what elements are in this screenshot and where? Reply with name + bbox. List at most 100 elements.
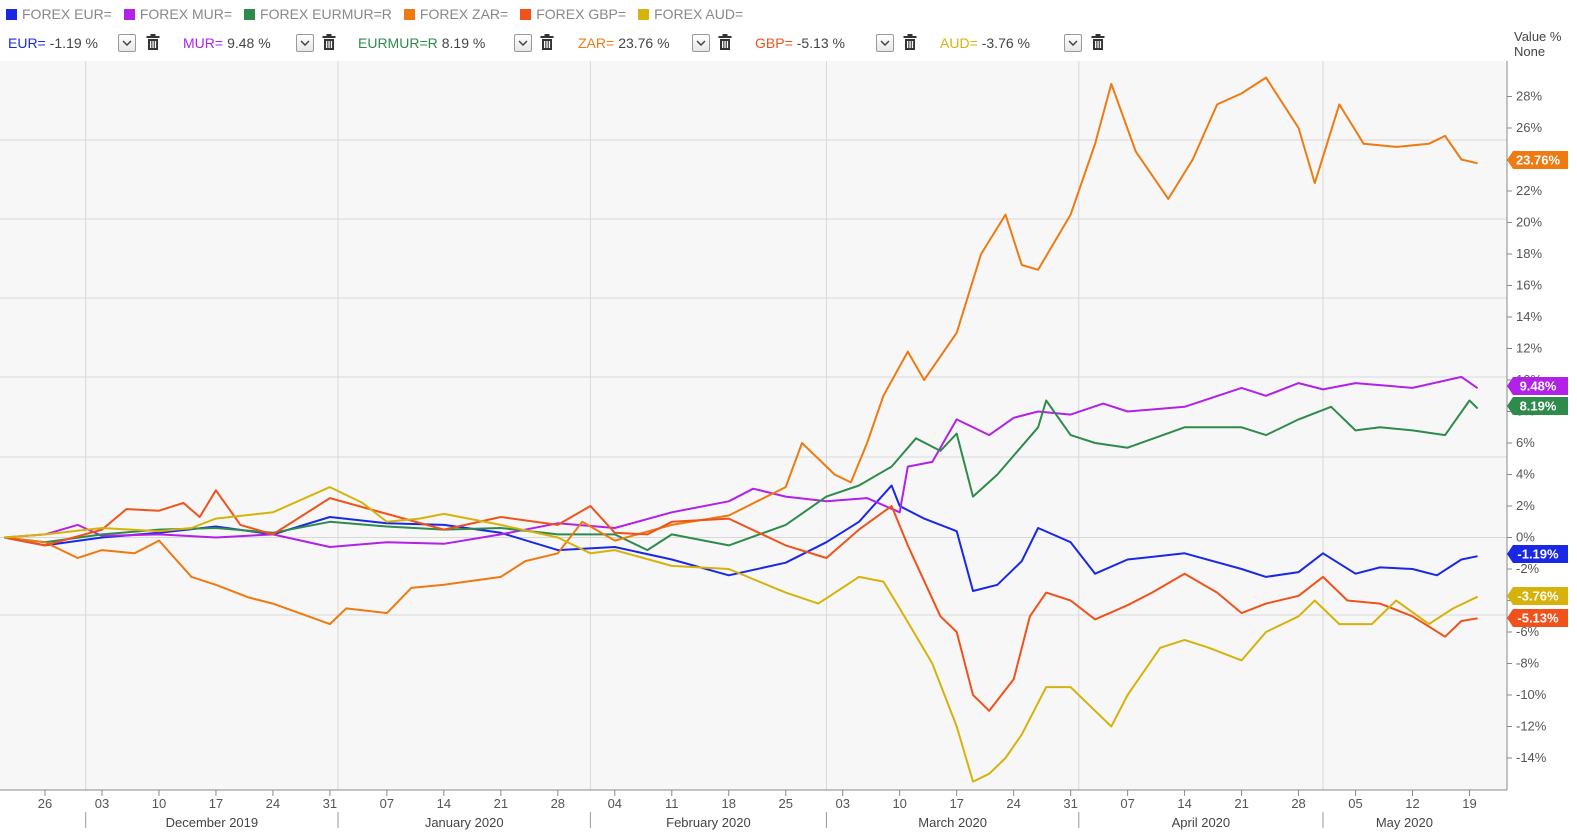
- legend-swatch-icon: [6, 8, 17, 20]
- chevron-down-icon: [696, 40, 706, 46]
- series-delete-button[interactable]: [1091, 33, 1105, 51]
- legend-item-1[interactable]: FOREX MUR=: [123, 6, 232, 22]
- trash-icon: [718, 34, 732, 50]
- date-tick-label: 14: [1177, 796, 1191, 811]
- series-dropdown-button[interactable]: [296, 34, 314, 52]
- end-value-badge: -1.19%: [1507, 545, 1568, 563]
- date-tick-label: 04: [608, 796, 622, 811]
- end-value-flag: [1507, 587, 1568, 605]
- end-value-flag: [1507, 545, 1568, 563]
- legend-item-3[interactable]: FOREX ZAR=: [403, 6, 508, 22]
- value-tick-label: 22%: [1516, 183, 1542, 198]
- end-value-label: 23.76%: [1516, 153, 1561, 168]
- series-delete-button[interactable]: [718, 33, 732, 51]
- month-label: April 2020: [1172, 815, 1231, 830]
- month-label: May 2020: [1376, 815, 1433, 830]
- series-line-zar-: [4, 76, 1478, 626]
- legend-label: FOREX GBP=: [536, 6, 627, 22]
- series-change-value: -1.19 %: [49, 35, 98, 51]
- series-line-mur-: [4, 375, 1479, 548]
- legend-swatch-icon: [123, 8, 135, 20]
- series-delete-button[interactable]: [322, 33, 336, 51]
- date-tick-label: 28: [1291, 796, 1305, 811]
- series-delete-button[interactable]: [903, 33, 917, 51]
- series-change-value: 8.19 %: [441, 35, 486, 51]
- end-value-label: -3.76%: [1517, 589, 1559, 604]
- value-tick-label: -10%: [1516, 687, 1547, 702]
- value-axis-mode: None: [1514, 44, 1546, 59]
- series-change-value: -5.13 %: [796, 35, 845, 51]
- value-tick-label: -6%: [1516, 624, 1540, 639]
- series-dropdown-button[interactable]: [876, 34, 894, 52]
- end-value-flag: [1507, 377, 1568, 395]
- date-tick-label: 24: [1006, 796, 1020, 811]
- series-dropdown-button[interactable]: [1064, 34, 1082, 52]
- value-tick-label: -12%: [1516, 719, 1547, 734]
- value-axis-header: Value % None: [1514, 29, 1561, 59]
- legend-swatch-icon: [403, 8, 415, 20]
- series-control-5: AUD= -3.76 %: [940, 30, 1030, 56]
- legend-swatch-icon: [244, 8, 256, 20]
- series-name: EUR=: [8, 35, 46, 51]
- value-tick-label: -8%: [1516, 656, 1540, 671]
- legend-label: FOREX AUD=: [654, 6, 744, 22]
- legend-item-2[interactable]: FOREX EURMUR=R: [244, 6, 392, 22]
- month-label: February 2020: [666, 815, 751, 830]
- series-name: EURMUR=R: [358, 35, 438, 51]
- month-label: December 2019: [166, 815, 259, 830]
- trash-icon: [322, 34, 336, 50]
- series-dropdown-button[interactable]: [514, 34, 532, 52]
- date-tick-label: 12: [1405, 796, 1419, 811]
- trash-icon: [903, 34, 917, 50]
- series-control-4: GBP= -5.13 %: [755, 30, 845, 56]
- end-value-label: -5.13%: [1517, 611, 1559, 626]
- end-value-flag: [1507, 609, 1568, 627]
- end-value-label: 9.48%: [1520, 379, 1557, 394]
- date-tick-label: 05: [1348, 796, 1362, 811]
- value-tick-label: 18%: [1516, 246, 1542, 261]
- value-tick-label: 0%: [1516, 530, 1535, 545]
- series-dropdown-button[interactable]: [118, 34, 136, 52]
- series-delete-button[interactable]: [146, 33, 160, 51]
- date-tick-label: 31: [323, 796, 337, 811]
- trash-icon: [540, 34, 554, 50]
- value-tick-label: 6%: [1516, 435, 1535, 450]
- legend-swatch-icon: [520, 8, 532, 20]
- series-control-3: ZAR= 23.76 %: [578, 30, 670, 56]
- chevron-down-icon: [300, 40, 310, 46]
- end-value-badge: 8.19%: [1507, 397, 1568, 415]
- date-tick-label: 26: [38, 796, 52, 811]
- value-axis-title: Value %: [1514, 29, 1562, 44]
- legend-bar: FOREX EUR= FOREX MUR= FOREX EURMUR=R FOREX …: [0, 0, 1577, 28]
- end-value-label: -1.19%: [1517, 547, 1559, 562]
- value-tick-label: 4%: [1516, 467, 1535, 482]
- chevron-down-icon: [1068, 40, 1078, 46]
- value-tick-label: 26%: [1516, 120, 1542, 135]
- series-line-aud-: [4, 486, 1479, 783]
- chevron-down-icon: [122, 40, 132, 46]
- series-change-value: 9.48 %: [227, 35, 271, 51]
- end-value-label: 8.19%: [1520, 399, 1557, 414]
- value-tick-label: 14%: [1516, 309, 1542, 324]
- legend-item-4[interactable]: FOREX GBP=: [520, 6, 626, 22]
- series-line-eurmur-r: [4, 399, 1479, 552]
- date-tick-label: 17: [209, 796, 223, 811]
- chevron-down-icon: [518, 40, 528, 46]
- date-tick-label: 07: [1120, 796, 1134, 811]
- end-value-flag: [1507, 397, 1568, 415]
- series-control-0: EUR= -1.19 %: [8, 30, 98, 56]
- series-name: AUD=: [940, 35, 978, 51]
- series-controls: EUR= -1.19 % MUR= 9.48 % EURMUR=R 8.19 % ZAR= 2…: [0, 30, 1505, 56]
- legend-label: FOREX EUR=: [22, 6, 112, 22]
- value-tick-label: 2%: [1516, 498, 1535, 513]
- date-tick-label: 10: [892, 796, 906, 811]
- legend-item-5[interactable]: FOREX AUD=: [638, 6, 743, 22]
- series-name: GBP=: [755, 35, 793, 51]
- series-delete-button[interactable]: [540, 33, 554, 51]
- legend-label: FOREX EURMUR=R: [260, 6, 392, 22]
- value-tick-label: -2%: [1516, 561, 1540, 576]
- end-value-flag: [1507, 151, 1568, 169]
- legend-item-0[interactable]: FOREX EUR=: [6, 6, 112, 22]
- date-tick-label: 18: [722, 796, 736, 811]
- series-dropdown-button[interactable]: [692, 34, 710, 52]
